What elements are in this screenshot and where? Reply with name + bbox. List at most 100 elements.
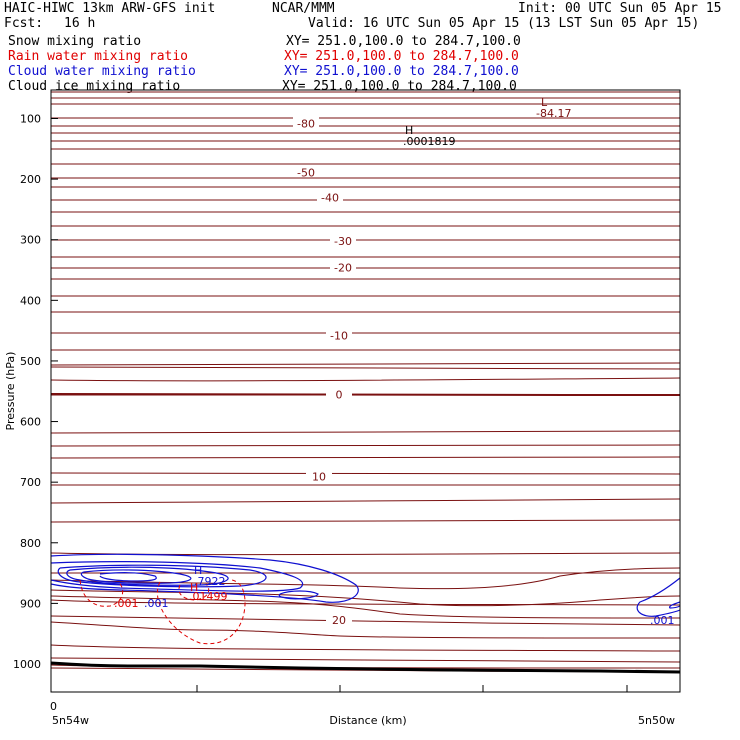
rain-contour — [178, 583, 210, 601]
contour-label-bg — [306, 469, 332, 482]
temperature-contour-label: 0 — [336, 388, 343, 401]
valid-time: Valid: 16 UTC Sun 05 Apr 15 (13 LST Sun … — [308, 16, 700, 31]
cloud-water-contour — [80, 569, 192, 584]
temperature-contour-label: 10 — [312, 471, 326, 484]
y-tick-label: 1000 — [13, 658, 41, 671]
y-tick-label: 700 — [20, 476, 41, 489]
cloud-water-contour — [669, 601, 681, 609]
isotherm-line — [50, 140, 681, 142]
temperature-contour-label: -80 — [297, 117, 315, 130]
low-marker: L — [541, 96, 548, 109]
isotherm-line — [50, 177, 681, 179]
isotherm-line — [50, 615, 681, 626]
isotherm-line — [50, 349, 681, 351]
fcst-label: Fcst: — [4, 16, 44, 31]
field-cloudwater-name: Cloud water mixing ratio — [8, 64, 196, 79]
cloud-water-contour — [636, 577, 681, 617]
isotherm-line — [50, 97, 681, 99]
isotherm-line — [50, 125, 681, 127]
x-start-label: 5n54w — [52, 714, 89, 727]
contour-label-bg — [293, 165, 319, 178]
y-tick-label: 200 — [20, 173, 41, 186]
isotherm-line — [50, 91, 681, 93]
contour-label-bg — [326, 387, 352, 400]
isotherm-line — [50, 621, 681, 639]
isotherm-line — [50, 163, 681, 165]
temperature-contour-label: -20 — [334, 262, 352, 275]
plot-frame — [50, 89, 681, 693]
field-rain-xy: XY= 251.0,100.0 to 284.7,100.0 — [284, 49, 519, 64]
isotherm-line — [50, 362, 681, 366]
isotherm-line — [50, 225, 681, 227]
isotherm-line — [50, 430, 681, 434]
rain-contours — [79, 579, 246, 645]
y-tick-label: 800 — [20, 537, 41, 550]
fcst-value: 16 h — [64, 16, 96, 31]
isotherm-line — [50, 295, 681, 297]
isotherm-line — [50, 332, 681, 334]
org-label: NCAR/MMM — [272, 1, 335, 16]
cloud-water-high-value: .7922 — [194, 575, 226, 588]
isotherm-line — [50, 595, 681, 619]
isotherm-line — [50, 444, 681, 447]
isotherm-line — [50, 117, 681, 119]
contour-label-bg — [326, 612, 352, 625]
isotherm-line — [50, 103, 681, 105]
rain-high-marker: H — [190, 581, 198, 594]
field-snow-xy: XY= 251.0,100.0 to 284.7,100.0 — [286, 34, 521, 49]
contour-labels: -80-50-40-30-20-1001020L-84.17H.0001819H… — [114, 96, 675, 627]
cloud-water-contour-label: .001 — [144, 597, 169, 610]
y-tick-label: 100 — [20, 113, 41, 126]
field-cloudwater-xy: XY= 251.0,100.0 to 284.7,100.0 — [284, 64, 519, 79]
isotherm-line — [50, 132, 681, 134]
isotherm-line — [50, 211, 681, 213]
isotherm-line — [50, 278, 681, 280]
isotherm-line — [50, 239, 681, 241]
y-tick-label: 500 — [20, 355, 41, 368]
contour-label-bg — [293, 116, 319, 129]
init-time: Init: 00 UTC Sun 05 Apr 15 — [518, 1, 722, 16]
x-axis-title: Distance (km) — [329, 714, 406, 727]
cloud-water-contour — [66, 566, 229, 586]
x-zero-label: 0 — [50, 700, 57, 713]
isotherm-line — [50, 472, 681, 475]
temperature-contours — [50, 91, 681, 673]
high-marker: H — [405, 124, 413, 137]
isotherm-line — [50, 256, 681, 258]
isotherm-line — [50, 148, 681, 150]
rain-high-value: .01499 — [189, 590, 228, 603]
contour-label-bg — [330, 260, 356, 273]
y-tick-label: 400 — [20, 294, 41, 307]
isotherm-line — [50, 484, 681, 487]
contour-label-bg — [326, 328, 352, 341]
terrain-line — [50, 661, 681, 674]
rain-contour-label: .001 — [114, 597, 139, 610]
model-title: HAIC-HIWC 13km ARW-GFS init — [4, 1, 216, 16]
low-value: -84.17 — [536, 107, 571, 120]
temperature-contour-label: -40 — [321, 191, 339, 204]
temperature-contour-label: -10 — [330, 329, 348, 342]
terrain-surface — [50, 661, 681, 674]
y-tick-label: 900 — [20, 597, 41, 610]
isotherm-line — [50, 657, 681, 663]
isotherm-line — [50, 456, 681, 459]
cloud-water-contour — [50, 561, 304, 592]
isotherm-line — [50, 186, 681, 188]
y-tick-label: 600 — [20, 416, 41, 429]
isotherm-line — [50, 377, 681, 382]
temperature-contour-label: -30 — [334, 235, 352, 248]
high-value: .0001819 — [403, 135, 456, 148]
isotherm-line — [50, 199, 681, 201]
freezing-level-line — [50, 393, 681, 396]
cloud-water-contour — [99, 572, 157, 582]
cloud-water-contour — [57, 564, 267, 588]
cloud-water-high-marker: H — [194, 564, 202, 577]
cloud-water-contour — [278, 590, 319, 600]
isotherm-line — [50, 267, 681, 269]
isotherm-line — [50, 311, 681, 313]
y-tick-label: 300 — [20, 234, 41, 247]
cloud-water-contour-label: .001 — [650, 614, 675, 627]
rain-contour — [79, 579, 124, 607]
temperature-contour-label: 20 — [332, 614, 346, 627]
